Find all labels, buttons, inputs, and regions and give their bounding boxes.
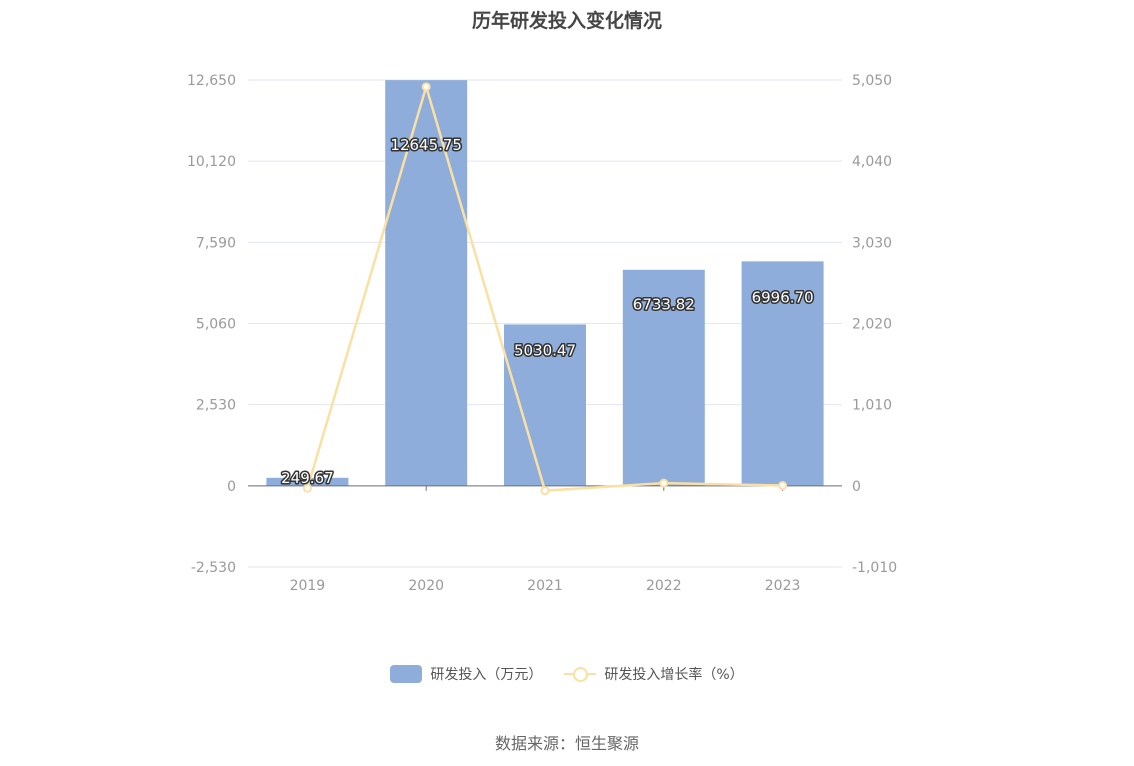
bar — [266, 477, 349, 486]
y-left-tick-label: 10,120 — [187, 154, 236, 170]
bar-data-label: 249.67 — [281, 469, 334, 487]
legend-line-swatch — [564, 665, 597, 683]
x-tick-label: 2019 — [290, 578, 326, 594]
x-tick-label: 2020 — [408, 578, 444, 594]
legend: 研发投入（万元） 研发投入增长率（%） — [0, 664, 1134, 684]
y-right-tick-label: -1,010 — [852, 560, 897, 576]
x-axis: 2019 2020 2021 2022 2023 — [248, 485, 842, 594]
line-point — [302, 483, 312, 493]
bar-series — [266, 80, 824, 486]
chart-title: 历年研发投入变化情况 — [471, 10, 662, 32]
bar — [622, 269, 705, 486]
y-axis-right: 5,050 4,040 3,030 2,020 1,010 0 -1,010 — [852, 73, 897, 576]
y-left-tick-label: -2,530 — [191, 560, 236, 576]
line-point — [659, 478, 669, 488]
data-source-note: 数据来源：恒生聚源 — [494, 734, 639, 753]
bar-data-labels: 249.67 12645.75 5030.47 6733.82 6996.70 — [280, 135, 815, 489]
y-right-tick-label: 1,010 — [852, 398, 892, 414]
y-left-tick-label: 12,650 — [187, 73, 236, 89]
bar — [504, 324, 586, 486]
y-left-tick-label: 5,060 — [196, 317, 236, 333]
bar-data-label: 6733.82 — [633, 295, 695, 313]
x-tick-label: 2021 — [527, 578, 563, 594]
bar — [741, 261, 824, 486]
x-tick-label: 2022 — [646, 578, 682, 594]
line-point — [540, 486, 550, 496]
legend-bar-swatch — [390, 665, 423, 683]
legend-item-line[interactable]: 研发投入增长率（%） — [564, 664, 744, 684]
line-point — [778, 481, 788, 491]
y-left-tick-label: 7,590 — [196, 235, 236, 251]
bar — [385, 80, 468, 486]
line-point — [421, 82, 431, 92]
bar-data-label: 6996.70 — [752, 288, 814, 306]
y-right-tick-label: 4,040 — [852, 154, 892, 170]
y-left-tick-label: 0 — [227, 479, 236, 495]
legend-item-bar[interactable]: 研发投入（万元） — [390, 664, 542, 684]
y-right-tick-label: 5,050 — [852, 73, 892, 89]
y-left-tick-label: 2,530 — [196, 398, 236, 414]
bar-data-label: 12645.75 — [390, 136, 462, 154]
y-right-tick-label: 0 — [852, 479, 861, 495]
legend-line-label: 研发投入增长率（%） — [604, 667, 744, 683]
line-series — [302, 82, 788, 496]
y-right-tick-label: 3,030 — [852, 235, 892, 251]
x-tick-label: 2023 — [765, 578, 801, 594]
y-axis-left: 12,650 10,120 7,590 5,060 2,530 0 -2,530 — [187, 73, 236, 576]
y-right-tick-label: 2,020 — [852, 317, 892, 333]
legend-bar-label: 研发投入（万元） — [430, 667, 543, 683]
bar-data-label: 5030.47 — [514, 341, 576, 359]
